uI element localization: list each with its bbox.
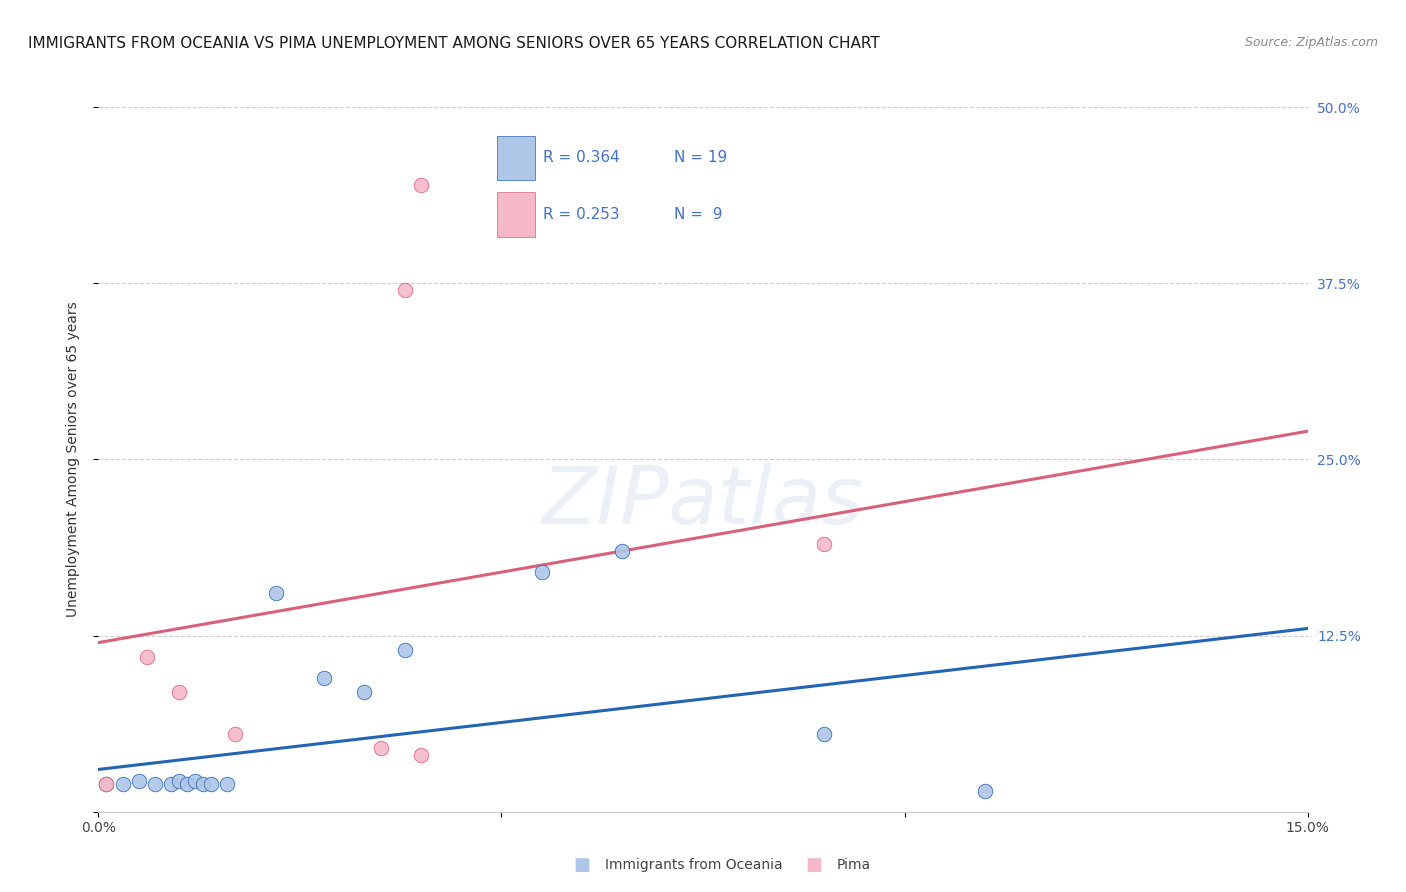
- Point: [200, 776, 222, 790]
- Point: [193, 776, 215, 790]
- Point: [167, 685, 190, 699]
- Point: [409, 178, 432, 192]
- Text: ■: ■: [806, 856, 823, 874]
- Point: [167, 773, 190, 788]
- Point: [314, 671, 336, 685]
- Point: [370, 741, 392, 756]
- Point: [143, 776, 166, 790]
- Point: [128, 773, 150, 788]
- Point: [224, 727, 246, 741]
- Point: [353, 685, 375, 699]
- Text: Immigrants from Oceania: Immigrants from Oceania: [605, 858, 782, 872]
- Point: [813, 537, 835, 551]
- Point: [974, 783, 997, 797]
- Point: [264, 586, 287, 600]
- Y-axis label: Unemployment Among Seniors over 65 years: Unemployment Among Seniors over 65 years: [66, 301, 80, 617]
- Point: [612, 544, 634, 558]
- Text: ■: ■: [574, 856, 591, 874]
- Point: [409, 748, 432, 763]
- Point: [96, 776, 118, 790]
- Point: [160, 776, 183, 790]
- Point: [111, 776, 134, 790]
- Text: IMMIGRANTS FROM OCEANIA VS PIMA UNEMPLOYMENT AMONG SENIORS OVER 65 YEARS CORRELA: IMMIGRANTS FROM OCEANIA VS PIMA UNEMPLOY…: [28, 36, 880, 51]
- Text: ZIPatlas: ZIPatlas: [541, 463, 865, 541]
- Point: [176, 776, 198, 790]
- Text: Source: ZipAtlas.com: Source: ZipAtlas.com: [1244, 36, 1378, 49]
- Point: [394, 283, 416, 297]
- Point: [813, 727, 835, 741]
- Point: [135, 649, 157, 664]
- Text: Pima: Pima: [837, 858, 870, 872]
- Point: [394, 642, 416, 657]
- Point: [217, 776, 239, 790]
- Point: [96, 776, 118, 790]
- Point: [184, 773, 207, 788]
- Point: [530, 565, 553, 579]
